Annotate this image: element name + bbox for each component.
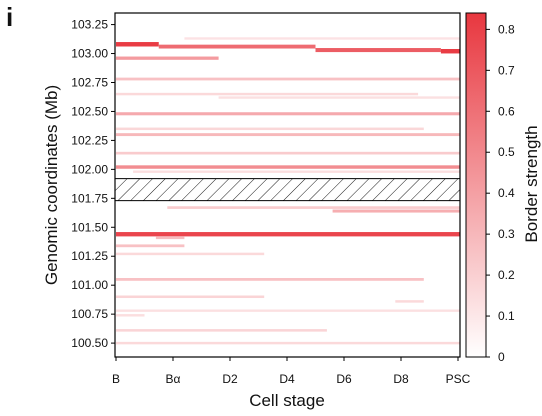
y-axis-title: Genomic coordinates (Mb): [42, 85, 61, 285]
border-band: [116, 309, 460, 312]
border-band: [116, 165, 460, 169]
y-tick-label: 100.75: [71, 307, 108, 321]
x-tick-label: PSC: [446, 372, 471, 386]
colorbar-tick-label: 0.5: [498, 145, 515, 159]
y-tick-label: 101.25: [71, 249, 108, 263]
y-tick-label: 103.25: [71, 18, 108, 32]
border-band: [133, 170, 460, 173]
colorbar-title: Border strength: [522, 125, 541, 242]
border-band: [116, 42, 159, 47]
y-tick-label: 102.75: [71, 75, 108, 89]
panel-label: i: [6, 2, 14, 32]
border-band: [116, 112, 460, 116]
border-band: [155, 236, 185, 240]
y-tick-label: 100.50: [71, 336, 108, 350]
colorbar-tick-label: 0: [498, 350, 505, 364]
colorbar: 0 0.1 0.2 0.3 0.4 0.5 0.6 0.7 0.8: [465, 12, 515, 364]
border-band: [116, 151, 460, 155]
border-band: [116, 232, 460, 237]
border-band: [184, 37, 460, 40]
border-band: [440, 48, 460, 54]
y-tick-label: 101.50: [71, 220, 108, 234]
masked-region: [114, 178, 461, 202]
x-tick-label: D4: [279, 372, 295, 386]
y-tick-label: 102.00: [71, 162, 108, 176]
colorbar-tick-label: 0.1: [498, 309, 515, 323]
border-band: [315, 48, 441, 53]
y-tick-label: 103.00: [71, 47, 108, 61]
border-band: [116, 278, 424, 281]
border-band: [158, 44, 316, 49]
y-tick-label: 102.50: [71, 104, 108, 118]
colorbar-gradient: [465, 12, 487, 358]
border-band: [116, 244, 185, 248]
axes: 103.25 103.00 102.75 102.50 102.25 102.00 101.…: [71, 12, 471, 386]
border-band: [116, 92, 419, 96]
border-band: [116, 127, 424, 131]
border-band: [116, 314, 145, 317]
border-band: [167, 206, 461, 209]
border-band: [116, 133, 460, 137]
border-band: [116, 56, 219, 60]
x-tick-label: D8: [393, 372, 409, 386]
border-band: [218, 96, 460, 99]
y-tick-label: 101.00: [71, 278, 108, 292]
colorbar-tick-label: 0.2: [498, 268, 515, 282]
plot-area: [114, 37, 461, 345]
x-tick-label: D6: [336, 372, 352, 386]
colorbar-tick-label: 0.6: [498, 104, 515, 118]
border-band: [116, 295, 265, 299]
border-band: [332, 209, 460, 213]
colorbar-tick-label: 0.4: [498, 186, 515, 200]
x-tick-label: Bα: [166, 372, 181, 386]
colorbar-tick-label: 0.7: [498, 63, 515, 77]
border-band: [116, 77, 460, 81]
colorbar-tick-label: 0.8: [498, 22, 515, 36]
x-tick-label: B: [112, 372, 120, 386]
border-band: [116, 341, 460, 345]
y-tick-label: 101.75: [71, 191, 108, 205]
border-band: [116, 252, 265, 256]
border-band: [395, 300, 424, 303]
x-tick-label: D2: [222, 372, 238, 386]
colorbar-tick-label: 0.3: [498, 227, 515, 241]
y-tick-label: 102.25: [71, 133, 108, 147]
x-axis-title: Cell stage: [249, 391, 325, 410]
border-band: [116, 329, 327, 332]
